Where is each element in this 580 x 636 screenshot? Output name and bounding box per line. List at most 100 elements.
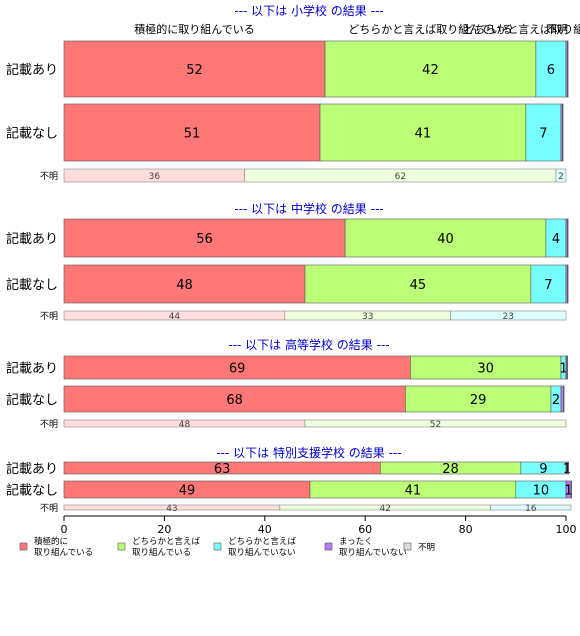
bar-row: 記載あり 63 28 9 1 — [6, 461, 571, 477]
data-label: 62 — [395, 172, 406, 182]
x-tick-label: 0 — [61, 523, 68, 536]
legend-swatch — [403, 542, 412, 551]
bar-row: 記載あり 56 40 4 — [6, 218, 569, 258]
bar-row: 不明 36 62 2 — [40, 168, 567, 183]
bar-segment — [567, 461, 569, 475]
x-tick-label: 80 — [459, 523, 473, 536]
data-label: 1 — [563, 462, 571, 477]
data-label: 52 — [430, 420, 441, 430]
row-label: 不明 — [40, 311, 58, 322]
bar-segment — [567, 218, 569, 258]
bar-segment — [304, 419, 567, 428]
x-tick-label: 60 — [358, 523, 372, 536]
bar-segment — [63, 385, 406, 413]
data-label: 68 — [226, 393, 243, 408]
row-label: 不明 — [40, 419, 58, 430]
bar-segment — [535, 40, 567, 98]
bar-segment — [63, 218, 346, 258]
data-label: 1 — [559, 361, 567, 376]
data-label: 23 — [503, 312, 514, 322]
data-label: 41 — [405, 483, 422, 498]
data-label: 1 — [564, 483, 572, 498]
group-title: --- 以下は 特別支援学校 の結果 --- — [216, 445, 401, 460]
data-label: 69 — [229, 361, 246, 376]
bar-segment — [567, 264, 569, 304]
group-title: --- 以下は 小学校 の結果 --- — [234, 3, 383, 18]
legend-swatch — [19, 542, 28, 551]
legend-label: どちらかと言えば取り組んでいる — [132, 536, 201, 558]
data-label: 45 — [410, 278, 427, 293]
x-tick-label: 100 — [556, 523, 577, 536]
data-label: 28 — [442, 462, 459, 477]
data-label: 48 — [179, 420, 191, 430]
column-label: どちらかと言えば取り組んでいる — [348, 23, 512, 36]
group-3: --- 以下は 高等学校 の結果 --- 記載あり 69 30 1 記載なし 68 29 2 不明… — [6, 337, 568, 430]
group-title: --- 以下は 中学校 の結果 --- — [234, 201, 383, 216]
data-label: 9 — [539, 462, 547, 477]
group-1: --- 以下は 小学校 の結果 --- 積極的に取り組んでいる どちらかと言えば取り… — [6, 3, 580, 183]
row-label: 記載なし — [6, 125, 58, 141]
bar-row: 記載なし 51 41 7 — [6, 103, 564, 162]
group-2: --- 以下は 中学校 の結果 --- 記載あり 56 40 4 記載なし 48 45 7 不明 4… — [6, 201, 569, 322]
x-tick-label: 20 — [157, 523, 171, 536]
x-axis: 0 20 40 60 80 100 — [61, 515, 577, 536]
legend-label: まったく取り組んでいない — [339, 537, 407, 558]
column-label: どちらかと言えば取り組んでいない — [463, 23, 580, 36]
data-label: 2 — [558, 172, 564, 182]
bar-segment — [490, 504, 572, 511]
group-title: --- 以下は 高等学校 の結果 --- — [228, 337, 389, 352]
data-label: 42 — [380, 504, 391, 514]
bar-row: 不明 44 33 23 — [40, 310, 567, 322]
data-label: 7 — [544, 278, 552, 293]
data-label: 41 — [415, 126, 432, 141]
bar-row: 記載なし 68 29 2 — [6, 385, 565, 413]
data-label: 49 — [179, 483, 196, 498]
group-4: --- 以下は 特別支援学校 の結果 --- 記載あり 63 28 9 1 記載なし 49 41… — [6, 445, 573, 514]
data-label: 42 — [422, 63, 439, 78]
bar-segment — [555, 168, 567, 183]
bar-row: 記載なし 49 41 10 1 — [6, 480, 573, 498]
bar-row: 記載あり 69 30 1 — [6, 355, 568, 380]
data-label: 43 — [166, 504, 177, 514]
bar-segment — [63, 40, 326, 98]
column-label: 不明 — [546, 23, 568, 36]
bar-segment — [450, 310, 567, 321]
legend-label: どちらかと言えば取り組んでいない — [228, 536, 297, 558]
data-label: 2 — [552, 393, 560, 408]
x-tick-label: 40 — [258, 523, 272, 536]
bar-row: 不明 43 42 16 — [40, 503, 572, 514]
bar-segment — [63, 264, 306, 304]
bar-segment — [405, 385, 552, 413]
data-label: 16 — [525, 504, 537, 514]
data-label: 63 — [214, 462, 231, 477]
row-label: 記載あり — [6, 360, 58, 376]
bar-row: 不明 48 52 — [40, 419, 567, 430]
data-label: 33 — [362, 312, 373, 322]
bar-row: 記載なし 48 45 7 — [6, 264, 569, 304]
bar-segment — [344, 218, 547, 258]
legend-swatch — [324, 542, 333, 551]
bar-segment — [319, 103, 527, 162]
legend: 積極的に取り組んでいる どちらかと言えば取り組んでいる どちらかと言えば取り組んでい… — [19, 536, 435, 558]
column-label: 積極的に取り組んでいる — [134, 22, 254, 36]
row-label: 記載なし — [6, 277, 58, 293]
bar-segment — [525, 103, 562, 162]
data-label: 48 — [176, 278, 193, 293]
bar-segment — [560, 385, 564, 413]
data-label: 56 — [196, 232, 213, 247]
row-label: 記載あり — [6, 231, 58, 247]
bar-segment — [562, 103, 564, 162]
legend-swatch — [117, 542, 126, 551]
bar-segment — [530, 264, 567, 304]
row-label: 記載なし — [6, 482, 58, 498]
data-label: 6 — [547, 63, 555, 78]
data-label: 52 — [186, 63, 203, 78]
bar-segment — [566, 355, 568, 380]
data-label: 10 — [533, 483, 550, 498]
data-label: 29 — [470, 393, 487, 408]
data-label: 44 — [169, 312, 181, 322]
data-label: 36 — [149, 172, 161, 182]
bar-segment — [567, 40, 569, 98]
row-label: 記載あり — [6, 461, 58, 477]
